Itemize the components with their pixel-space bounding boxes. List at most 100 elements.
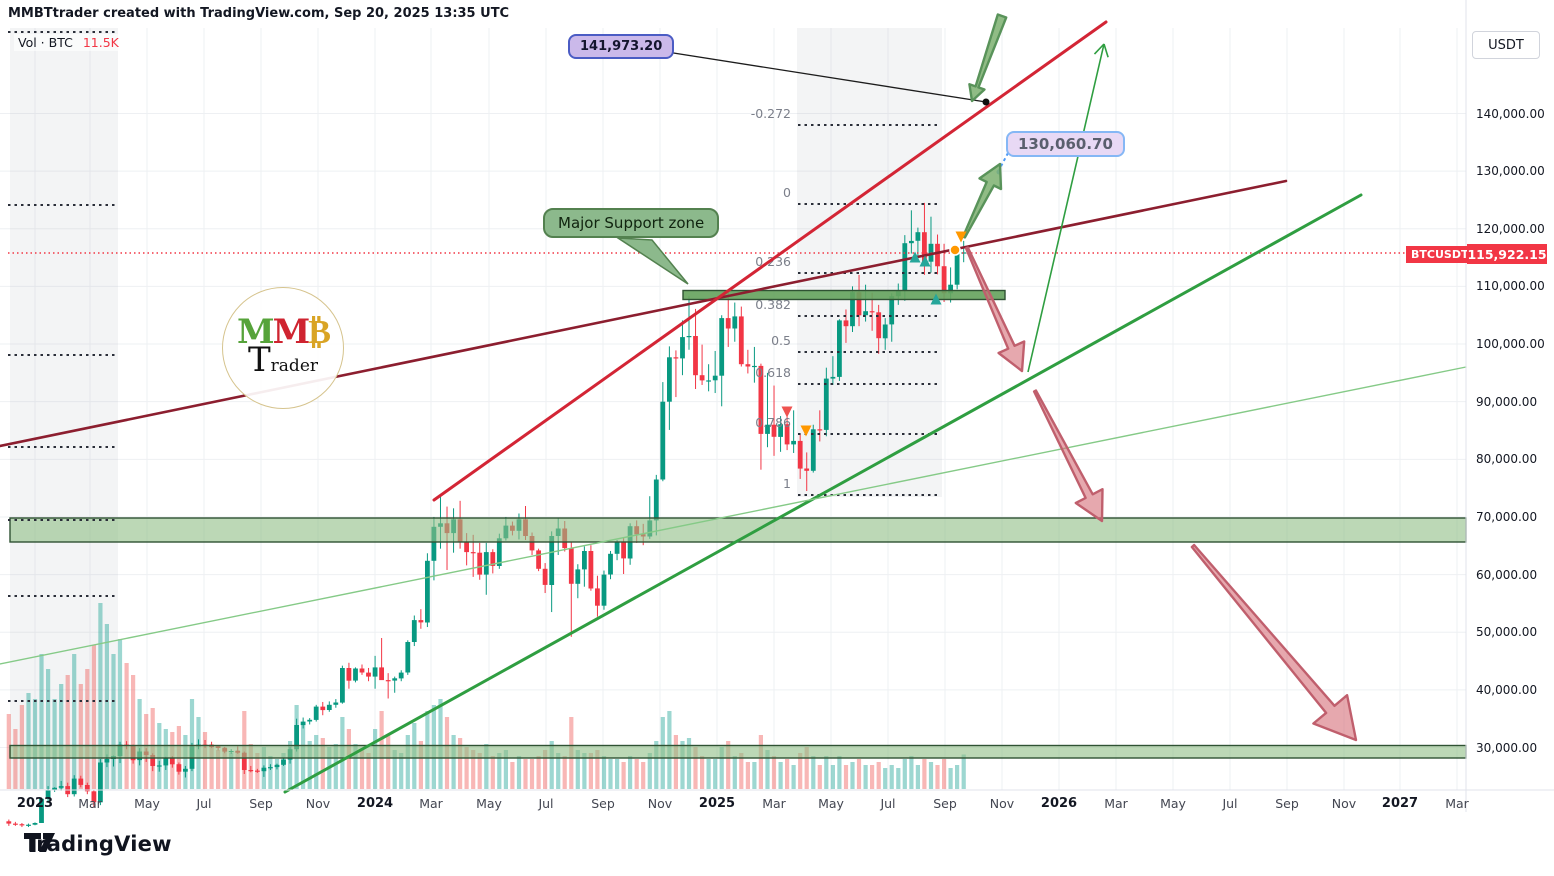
candle-body — [614, 542, 620, 554]
candle-body — [686, 336, 692, 338]
major-support-zone-callout[interactable]: Major Support zone — [543, 208, 720, 238]
candle-body — [882, 324, 888, 339]
candle-body — [588, 551, 594, 589]
buy-marker-icon[interactable] — [919, 255, 931, 267]
candle-body — [411, 620, 417, 642]
time-axis-label: May — [134, 796, 160, 811]
volume-bar — [601, 756, 607, 789]
candle-body — [843, 320, 849, 327]
price-axis-label: 30,000.00 — [1476, 740, 1538, 755]
tradingview-brand[interactable]: TradingView — [24, 832, 172, 856]
highlight-band — [10, 28, 118, 790]
candle-body — [19, 824, 25, 826]
volume-bar — [405, 735, 410, 789]
volume-legend[interactable]: Vol · BTC 11.5K — [14, 34, 123, 51]
volume-bar — [621, 762, 626, 789]
target-callout-line[interactable] — [647, 48, 987, 103]
volume-bar — [732, 756, 737, 789]
volume-bar — [726, 741, 731, 789]
price-axis-label: 80,000.00 — [1476, 452, 1538, 467]
volume-bar — [915, 765, 920, 789]
buy-marker-icon[interactable] — [909, 251, 921, 263]
volume-bar — [928, 762, 934, 789]
candle-body — [536, 550, 541, 569]
green-arrow-up[interactable] — [961, 162, 1003, 239]
sell-marker-icon[interactable] — [781, 406, 793, 418]
candle-body — [823, 378, 829, 430]
price-axis-label: 40,000.00 — [1476, 682, 1538, 697]
red-arrow-1[interactable] — [964, 246, 1026, 373]
candle-body — [830, 376, 836, 379]
sell-marker-icon[interactable] — [955, 231, 967, 243]
candle-body — [961, 252, 967, 254]
green-arrow-top[interactable] — [968, 13, 1008, 103]
volume-bar — [503, 750, 508, 789]
volume-bar — [961, 754, 966, 789]
red-arrow-3[interactable] — [1190, 543, 1358, 742]
candle-body — [810, 429, 816, 471]
currency-toggle-button[interactable]: USDT — [1472, 31, 1540, 59]
candle-body — [71, 778, 77, 795]
time-axis-label: Sep — [249, 796, 273, 811]
candle-body — [935, 243, 940, 267]
volume-bar — [399, 753, 404, 789]
volume-bar — [464, 747, 469, 789]
volume-bar — [549, 741, 554, 789]
price-target-callout[interactable]: 141,973.20 — [568, 34, 675, 59]
volume-bar — [948, 768, 953, 789]
candle-body — [405, 642, 411, 673]
volume-bar — [39, 654, 44, 789]
volume-bar — [104, 624, 109, 789]
candle-body — [359, 668, 365, 673]
volume-bar — [222, 747, 227, 789]
volume-bar — [700, 756, 705, 789]
crimson-trendline[interactable] — [432, 20, 1108, 502]
time-axis-label: Mar — [1445, 796, 1469, 811]
light-green-trendline[interactable] — [0, 366, 1467, 665]
sell-marker-icon[interactable] — [800, 425, 812, 437]
candle-body — [340, 668, 345, 703]
candle-body — [758, 365, 764, 434]
volume-bar — [837, 756, 842, 789]
time-axis-label: 2025 — [698, 796, 736, 811]
volume-bar — [510, 762, 515, 789]
candle-body — [84, 785, 90, 792]
volume-bar — [117, 639, 123, 789]
time-axis-label: Mar — [762, 796, 786, 811]
event-marker-icon[interactable] — [949, 244, 961, 256]
time-axis-label: 2027 — [1381, 796, 1419, 811]
time-axis-label: Nov — [1331, 796, 1357, 811]
buy-marker-icon[interactable] — [930, 293, 942, 305]
candle-body — [398, 672, 404, 679]
candle-body — [431, 526, 437, 561]
volume-bar — [65, 675, 70, 789]
volume-bar — [641, 762, 646, 789]
volume-bar — [418, 741, 423, 789]
candle-body — [673, 357, 679, 359]
volume-bar — [536, 756, 541, 789]
maroon-trendline[interactable] — [0, 179, 1288, 448]
green-trendline[interactable] — [283, 193, 1363, 794]
support-zone-68k[interactable] — [9, 517, 1467, 543]
projection-price-callout[interactable]: 130,060.70 — [1006, 131, 1125, 157]
volume-bar — [98, 603, 103, 789]
candle-body — [281, 759, 286, 765]
candle-body — [346, 668, 352, 681]
volume-bar — [575, 750, 580, 789]
volume-bar — [458, 738, 463, 789]
tradingview-logo-icon — [24, 833, 55, 852]
candle-body — [529, 536, 535, 551]
volume-bar — [588, 753, 593, 789]
candle-body — [366, 672, 371, 677]
support-zone-30k[interactable] — [9, 744, 1467, 759]
candle-body — [98, 762, 103, 803]
major-support-zone[interactable] — [682, 289, 1006, 301]
candle-body — [856, 292, 862, 316]
candle-body — [326, 704, 332, 710]
volume-bar — [752, 762, 757, 789]
candle-body — [922, 232, 927, 262]
red-arrow-2[interactable] — [1032, 389, 1104, 523]
thin-green-arrow[interactable] — [1027, 43, 1105, 373]
